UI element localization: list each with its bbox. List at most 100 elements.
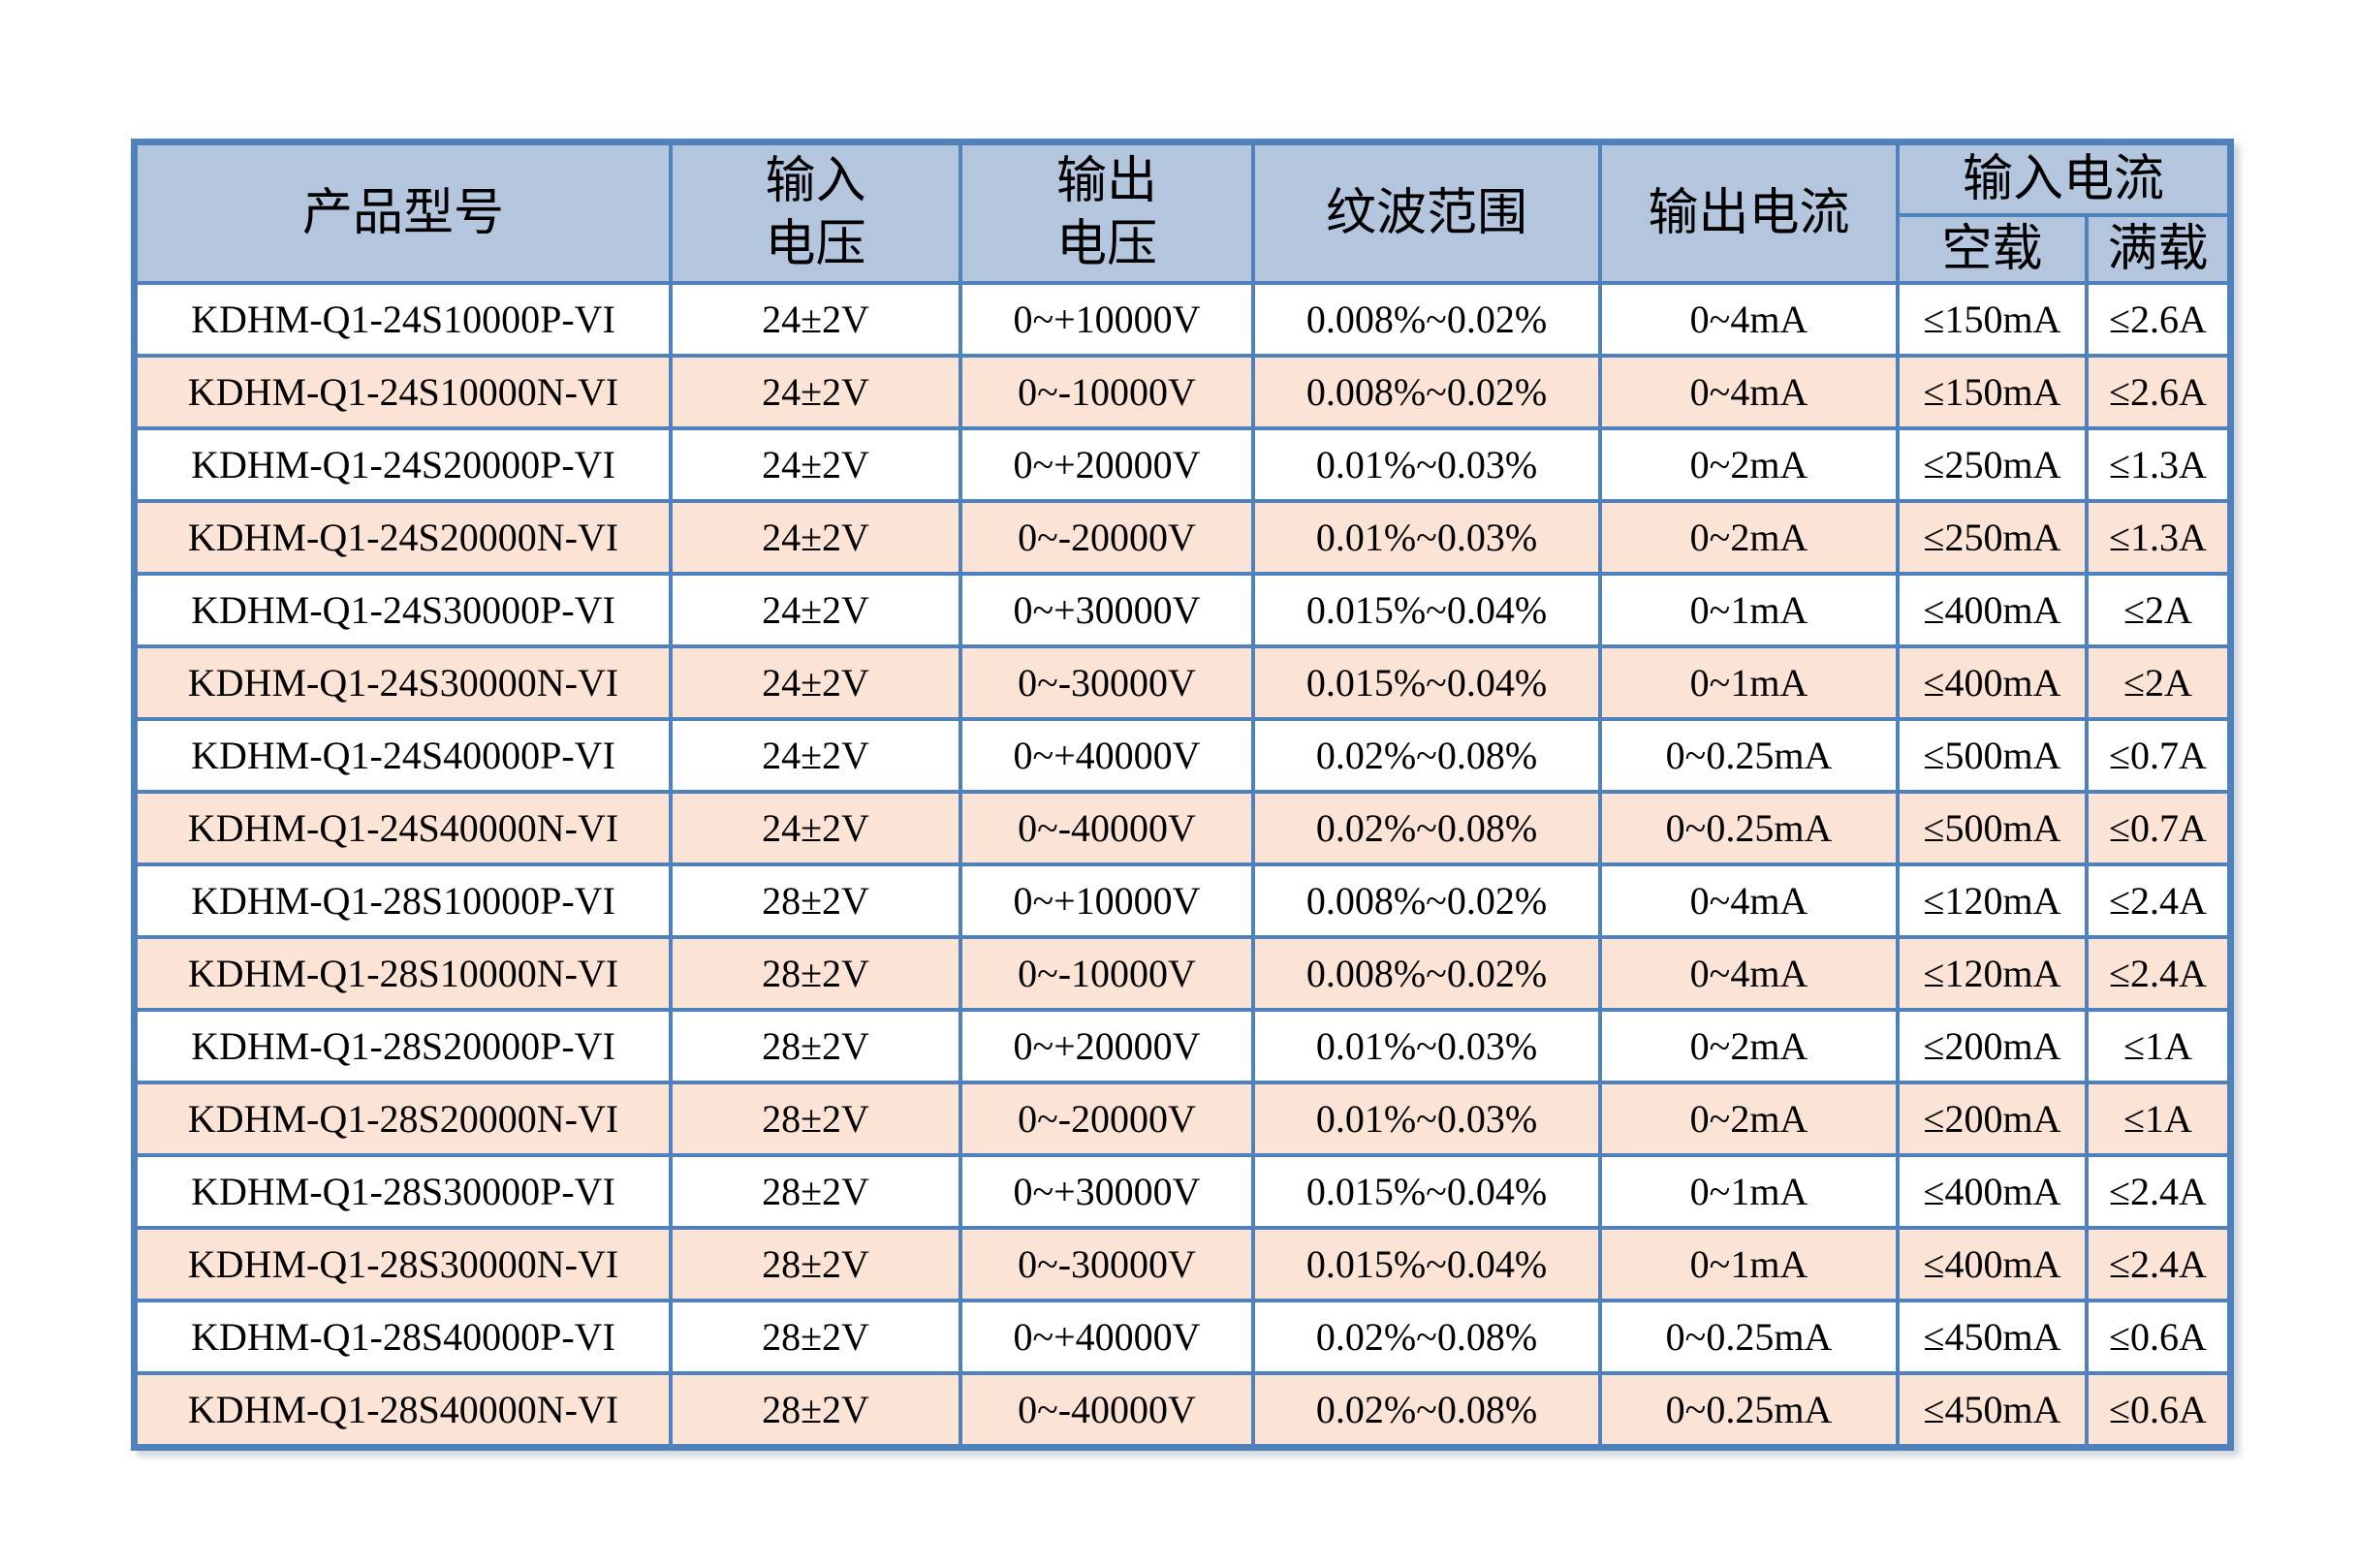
cell-no-load: ≤250mA	[1896, 499, 2089, 576]
table-row: KDHM-Q1-24S10000N-VI 24±2V 0~-10000V 0.008%…	[134, 354, 2232, 430]
cell-full-load: ≤2A	[2084, 572, 2232, 648]
cell-full-load: ≤2.6A	[2084, 354, 2232, 430]
cell-model: KDHM-Q1-28S30000P-VI	[134, 1153, 673, 1230]
cell-model: KDHM-Q1-28S40000N-VI	[134, 1371, 673, 1448]
cell-output-current: 0~1mA	[1598, 572, 1900, 648]
cell-output-current: 0~0.25mA	[1598, 1299, 1900, 1375]
cell-ripple: 0.015%~0.04%	[1251, 1153, 1602, 1230]
cell-output-current: 0~2mA	[1598, 1081, 1900, 1157]
cell-ripple: 0.015%~0.04%	[1251, 1226, 1602, 1302]
table-row: KDHM-Q1-28S10000N-VI 28±2V 0~-10000V 0.008%…	[134, 935, 2232, 1012]
table-row: KDHM-Q1-28S10000P-VI 28±2V 0~+10000V 0.008%…	[134, 862, 2232, 939]
cell-output-voltage: 0~+20000V	[959, 426, 1255, 503]
cell-ripple: 0.008%~0.02%	[1251, 354, 1602, 430]
cell-output-current: 0~4mA	[1598, 935, 1900, 1012]
header-no-load: 空载	[1896, 213, 2089, 285]
cell-output-current: 0~1mA	[1598, 1153, 1900, 1230]
header-product-model: 产品型号	[134, 141, 673, 285]
cell-ripple: 0.015%~0.04%	[1251, 572, 1602, 648]
cell-ripple: 0.01%~0.03%	[1251, 426, 1602, 503]
table-row: KDHM-Q1-24S40000N-VI 24±2V 0~-40000V 0.02%~…	[134, 790, 2232, 866]
table-row: KDHM-Q1-28S40000N-VI 28±2V 0~-40000V 0.02%~…	[134, 1371, 2232, 1448]
cell-output-voltage: 0~+10000V	[959, 862, 1255, 939]
cell-output-current: 0~1mA	[1598, 644, 1900, 721]
cell-output-voltage: 0~-10000V	[959, 354, 1255, 430]
cell-input-voltage: 24±2V	[669, 717, 962, 794]
cell-output-voltage: 0~+30000V	[959, 1153, 1255, 1230]
cell-output-voltage: 0~+40000V	[959, 1299, 1255, 1375]
cell-model: KDHM-Q1-24S40000P-VI	[134, 717, 673, 794]
cell-ripple: 0.02%~0.08%	[1251, 1371, 1602, 1448]
cell-input-voltage: 28±2V	[669, 1081, 962, 1157]
table-row: KDHM-Q1-28S20000P-VI 28±2V 0~+20000V 0.01%~…	[134, 1008, 2232, 1084]
cell-no-load: ≤150mA	[1896, 281, 2089, 358]
cell-model: KDHM-Q1-24S10000N-VI	[134, 354, 673, 430]
cell-full-load: ≤2.4A	[2084, 1226, 2232, 1302]
cell-input-voltage: 28±2V	[669, 1226, 962, 1302]
cell-no-load: ≤400mA	[1896, 1153, 2089, 1230]
cell-model: KDHM-Q1-24S30000P-VI	[134, 572, 673, 648]
cell-output-voltage: 0~+10000V	[959, 281, 1255, 358]
cell-no-load: ≤120mA	[1896, 935, 2089, 1012]
table-header: 产品型号 输入 电压 输出 电压 纹波范围 输出电流 输入电流 空载 满载	[134, 141, 2232, 285]
table-row: KDHM-Q1-28S30000N-VI 28±2V 0~-30000V 0.015%…	[134, 1226, 2232, 1302]
cell-full-load: ≤1A	[2084, 1081, 2232, 1157]
cell-no-load: ≤250mA	[1896, 426, 2089, 503]
cell-full-load: ≤1.3A	[2084, 426, 2232, 503]
cell-model: KDHM-Q1-24S20000N-VI	[134, 499, 673, 576]
cell-full-load: ≤2A	[2084, 644, 2232, 721]
cell-no-load: ≤450mA	[1896, 1371, 2089, 1448]
cell-no-load: ≤200mA	[1896, 1081, 2089, 1157]
table-row: KDHM-Q1-28S20000N-VI 28±2V 0~-20000V 0.01%~…	[134, 1081, 2232, 1157]
cell-output-current: 0~4mA	[1598, 354, 1900, 430]
cell-model: KDHM-Q1-28S20000N-VI	[134, 1081, 673, 1157]
table-body: KDHM-Q1-24S10000P-VI 24±2V 0~+10000V 0.008%…	[134, 281, 2232, 1448]
cell-input-voltage: 24±2V	[669, 426, 962, 503]
header-output-voltage: 输出 电压	[959, 141, 1255, 285]
cell-full-load: ≤1A	[2084, 1008, 2232, 1084]
cell-output-voltage: 0~+30000V	[959, 572, 1255, 648]
cell-no-load: ≤400mA	[1896, 644, 2089, 721]
cell-output-current: 0~4mA	[1598, 862, 1900, 939]
cell-ripple: 0.01%~0.03%	[1251, 1081, 1602, 1157]
cell-input-voltage: 24±2V	[669, 354, 962, 430]
cell-output-current: 0~4mA	[1598, 281, 1900, 358]
cell-model: KDHM-Q1-28S20000P-VI	[134, 1008, 673, 1084]
header-output-current: 输出电流	[1598, 141, 1900, 285]
cell-no-load: ≤500mA	[1896, 717, 2089, 794]
table-row: KDHM-Q1-24S40000P-VI 24±2V 0~+40000V 0.02%~…	[134, 717, 2232, 794]
cell-full-load: ≤1.3A	[2084, 499, 2232, 576]
cell-input-voltage: 24±2V	[669, 572, 962, 648]
table-row: KDHM-Q1-24S10000P-VI 24±2V 0~+10000V 0.008%…	[134, 281, 2232, 358]
cell-full-load: ≤0.7A	[2084, 717, 2232, 794]
cell-no-load: ≤200mA	[1896, 1008, 2089, 1084]
cell-input-voltage: 28±2V	[669, 935, 962, 1012]
cell-output-voltage: 0~+40000V	[959, 717, 1255, 794]
cell-output-voltage: 0~-20000V	[959, 499, 1255, 576]
spec-table: 产品型号 输入 电压 输出 电压 纹波范围 输出电流 输入电流 空载 满载 KD…	[134, 141, 2232, 1448]
cell-input-voltage: 28±2V	[669, 1153, 962, 1230]
header-input-voltage: 输入 电压	[669, 141, 962, 285]
header-input-current-group: 输入电流	[1895, 141, 2232, 217]
cell-input-voltage: 28±2V	[669, 1371, 962, 1448]
cell-output-current: 0~0.25mA	[1598, 790, 1900, 866]
cell-ripple: 0.008%~0.02%	[1251, 862, 1602, 939]
cell-output-voltage: 0~+20000V	[959, 1008, 1255, 1084]
table-row: KDHM-Q1-28S30000P-VI 28±2V 0~+30000V 0.015%…	[134, 1153, 2232, 1230]
cell-model: KDHM-Q1-28S30000N-VI	[134, 1226, 673, 1302]
cell-output-voltage: 0~-10000V	[959, 935, 1255, 1012]
cell-output-voltage: 0~-40000V	[959, 1371, 1255, 1448]
table-row: KDHM-Q1-28S40000P-VI 28±2V 0~+40000V 0.02%~…	[134, 1299, 2232, 1375]
cell-output-current: 0~0.25mA	[1598, 717, 1900, 794]
cell-input-voltage: 24±2V	[669, 499, 962, 576]
cell-output-current: 0~2mA	[1598, 426, 1900, 503]
cell-ripple: 0.01%~0.03%	[1251, 1008, 1602, 1084]
cell-model: KDHM-Q1-28S10000P-VI	[134, 862, 673, 939]
cell-full-load: ≤0.6A	[2084, 1371, 2232, 1448]
cell-no-load: ≤120mA	[1896, 862, 2089, 939]
cell-no-load: ≤400mA	[1896, 572, 2089, 648]
cell-input-voltage: 28±2V	[669, 1299, 962, 1375]
table-row: KDHM-Q1-24S20000N-VI 24±2V 0~-20000V 0.01%~…	[134, 499, 2232, 576]
cell-full-load: ≤0.7A	[2084, 790, 2232, 866]
